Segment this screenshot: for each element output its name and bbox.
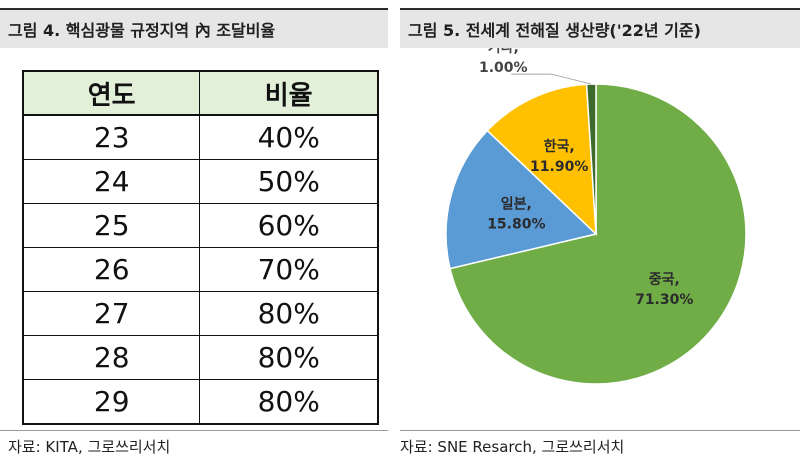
table-row: 28 80% (22, 335, 379, 380)
table-row: 23 40% (22, 114, 379, 160)
year-cell: 26 (22, 247, 201, 292)
year-cell: 24 (22, 159, 201, 204)
pie-label-value: 1.00% (479, 60, 528, 76)
ratio-cell: 60% (199, 203, 379, 248)
pie-slice-1 (445, 129, 598, 270)
table-row: 24 50% (22, 159, 379, 204)
electrolyte-production-pie-chart: 중국, 71.30% 일본, 15.80% 한국, 11.90% 기타, 1.00% (445, 48, 747, 385)
procurement-ratio-table: 연도 비율 23 40% 24 50% 25 60% 26 70% 27 80%… (22, 70, 379, 425)
column-header-ratio: 비율 (199, 70, 379, 116)
table-row: 25 60% (22, 203, 379, 248)
pie-label-name: 일본, (501, 196, 532, 212)
pie-slice-0 (449, 83, 747, 385)
pie-label-name: 기타, (488, 48, 519, 56)
pie-label-name: 한국, (544, 139, 575, 155)
pie-label-value: 71.30% (635, 292, 693, 308)
year-cell: 28 (22, 335, 201, 380)
year-cell: 27 (22, 291, 201, 336)
ratio-cell: 70% (199, 247, 379, 292)
left-figure-title: 그림 4. 핵심광물 규정지역 內 조달비율 (0, 8, 388, 48)
year-cell: 29 (22, 379, 201, 425)
right-figure-title: 그림 5. 전세계 전해질 생산량('22년 기준) (400, 8, 800, 48)
ratio-cell: 80% (199, 291, 379, 336)
pie-leader-line (511, 73, 592, 85)
column-header-year: 연도 (22, 70, 201, 116)
table-row: 27 80% (22, 291, 379, 336)
bottom-divider (400, 430, 800, 431)
left-figure-source: 자료: KITA, 그로쓰리서치 (8, 438, 171, 456)
ratio-cell: 80% (199, 379, 379, 425)
pie-label-name: 중국, (649, 272, 680, 288)
table-row: 29 80% (22, 379, 379, 425)
pie-slice-2 (486, 83, 597, 236)
table-header-row: 연도 비율 (22, 70, 379, 116)
right-figure-source: 자료: SNE Resarch, 그로쓰리서치 (400, 438, 625, 456)
bottom-divider (0, 430, 388, 431)
year-cell: 23 (22, 114, 201, 160)
ratio-cell: 80% (199, 335, 379, 380)
pie-label-value: 15.80% (487, 216, 545, 232)
table-row: 26 70% (22, 247, 379, 292)
year-cell: 25 (22, 203, 201, 248)
ratio-cell: 50% (199, 159, 379, 204)
pie-label-value: 11.90% (530, 159, 588, 175)
ratio-cell: 40% (199, 114, 379, 160)
